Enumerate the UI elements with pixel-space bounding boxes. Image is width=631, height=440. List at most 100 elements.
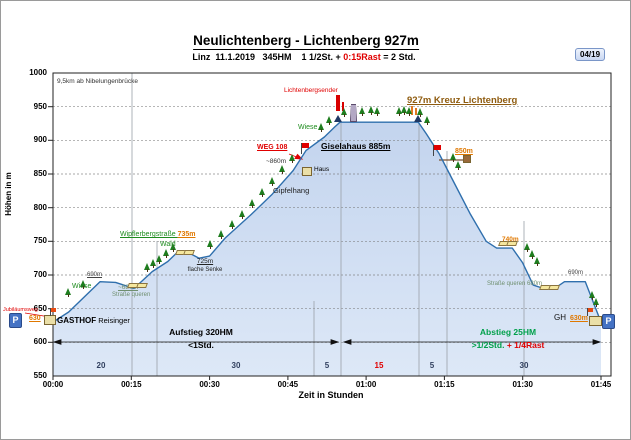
giselahaus-label: Giselahaus 885m — [321, 141, 391, 151]
elev-690-right-label: 690m — [568, 270, 584, 276]
tree-icon — [424, 116, 431, 125]
page-title: Neulichtenberg - Lichtenberg 927m — [193, 33, 419, 51]
senke-elev-label: 725m — [196, 258, 214, 265]
tree-icon — [259, 188, 266, 197]
y-tick-label: 650 — [33, 303, 47, 313]
tree-icon — [524, 243, 531, 252]
tree-icon — [359, 107, 366, 116]
tree-icon — [218, 230, 225, 239]
elev-850-label: 850m — [455, 148, 473, 155]
tree-icon — [144, 263, 151, 272]
tree-icon — [269, 177, 276, 186]
waypoint-lines — [131, 73, 525, 376]
tree-icon — [326, 116, 333, 125]
subtitle-rast-text: 0:15Rast — [343, 52, 381, 62]
tree-icon — [406, 107, 413, 116]
x-tick-label: 00:30 — [199, 380, 220, 389]
abstieg-duration-text: >1/2Std. — [471, 340, 507, 350]
tree-icon — [65, 288, 72, 297]
subtitle-sum-text: = 2 Std. — [380, 52, 416, 62]
wald-label: Wald — [160, 241, 176, 248]
flag-icon-850 — [433, 145, 442, 156]
gipfelhang-label: Gipfelhang — [273, 186, 310, 195]
profile-line — [52, 121, 602, 323]
profile-area-fill — [53, 122, 601, 376]
distance-note: 9,5km ab Nibelungenbrücke — [57, 78, 138, 85]
y-axis-title: Höhen in m — [4, 172, 13, 216]
segment-minutes: 5 — [429, 361, 435, 370]
tree-icon — [417, 108, 424, 117]
y-tick-label: 850 — [33, 169, 47, 178]
flag-icon-start — [50, 308, 56, 316]
y-tick-label: 750 — [33, 236, 47, 246]
plot-border — [52, 72, 612, 377]
wipflerbergstrasse-elev: 735m — [177, 231, 196, 238]
gasthof-owner: Reisinger — [96, 316, 130, 325]
gasthof-name: GASTHOF — [57, 316, 97, 325]
page-subtitle: Linz 11.1.2019 345HM 1 1/2St. + 0:15Rast… — [192, 52, 416, 62]
tree-icon — [529, 250, 536, 259]
y-tick-label: 1000 — [29, 68, 47, 77]
road-icon — [136, 283, 148, 288]
tree-icon — [455, 161, 462, 170]
y-tick-label: 600 — [33, 337, 47, 347]
axis-ticks — [48, 106, 602, 380]
start-elevation-label: 630 — [29, 315, 41, 322]
aufstieg-duration: <1Std. — [188, 340, 214, 350]
abstieg-rast-text: + 1/4Rast — [506, 340, 545, 350]
x-tick-label: 00:45 — [277, 380, 299, 389]
gasthof-label: GASTHOF Reisinger — [57, 316, 130, 325]
wiese-label-summit: Wiese — [298, 124, 318, 131]
haus-label: Haus — [314, 166, 330, 173]
tree-icon — [534, 257, 541, 266]
tree-icon — [318, 123, 325, 132]
x-axis-title: Zeit in Stunden — [298, 390, 364, 400]
y-tick-label: 700 — [33, 270, 47, 279]
weg108-label: WEG 108 — [257, 144, 288, 151]
house-icon-start — [44, 315, 56, 325]
haus-icon — [302, 167, 312, 176]
y-tick-label: 900 — [33, 135, 47, 145]
x-tick-label: 00:15 — [121, 380, 142, 389]
tree-icon — [156, 255, 163, 264]
hiker-figure-icon — [415, 108, 417, 115]
tree-icon — [341, 108, 348, 117]
parking-icon-left: P — [9, 313, 22, 328]
sender-tower-icon — [342, 102, 344, 111]
tree-icon — [80, 280, 87, 289]
summit-kreuz-label: 927m Kreuz Lichtenberg — [407, 95, 518, 106]
elev-690-left-label: 690m — [87, 272, 103, 278]
summit-triangle-markers — [334, 115, 422, 122]
abstieg-arrow — [342, 339, 602, 345]
tree-icon — [374, 107, 381, 116]
tree-icon — [593, 298, 600, 307]
abstieg-duration: >1/2Std. + 1/4Rast — [472, 341, 545, 350]
x-tick-label: 01:45 — [590, 380, 612, 389]
road-icon — [506, 241, 518, 246]
house-icon-850 — [463, 155, 471, 163]
aufstieg-arrow — [52, 339, 340, 345]
flag-icon-giselahaus — [301, 143, 310, 154]
parking-icon-right: P — [602, 314, 615, 329]
end-elevation-label: 630m — [570, 315, 588, 322]
flag-icon-end — [587, 308, 593, 316]
wipflerbergstrasse-name: Wipflerbergstraße — [120, 231, 178, 238]
segment-minutes: 20 — [96, 361, 106, 370]
tree-icon — [163, 249, 170, 258]
tree-icon — [450, 153, 457, 162]
tree-icon — [150, 259, 157, 268]
tree-icon — [249, 199, 256, 208]
strasse-queren-left-label: Straße queren — [112, 292, 151, 298]
abstieg-label: Abstieg 25HM — [479, 327, 537, 337]
x-tick-label: 00:00 — [42, 380, 64, 389]
aufstieg-label: Aufstieg 320HM — [169, 327, 233, 337]
sender-tower-icon — [336, 95, 340, 111]
tree-icon — [368, 106, 375, 115]
elev-860-label: ~860m — [266, 158, 287, 165]
sheet-number-badge[interactable]: 04/19 — [575, 48, 606, 61]
tree-icon — [279, 165, 286, 174]
segment-minutes: 5 — [324, 361, 330, 370]
tree-icon — [589, 291, 596, 300]
